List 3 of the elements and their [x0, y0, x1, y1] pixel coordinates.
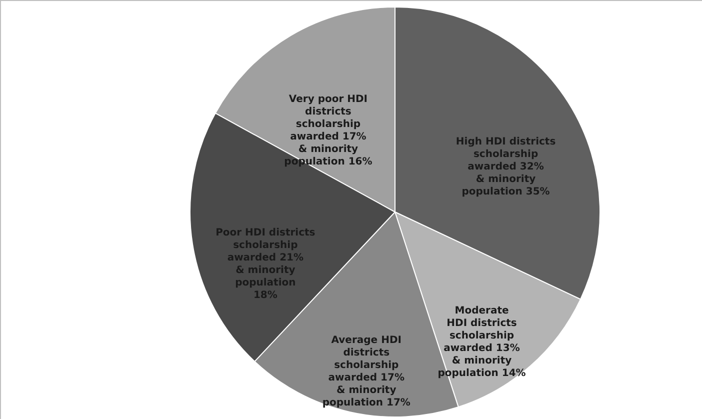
slice-label: Moderate HDI districts scholarship awarded 13% & minority population 14%	[438, 305, 526, 379]
slice-label: Average HDI districts scholarship awarded 17% & minority population 17%	[322, 335, 410, 409]
slice-label: High HDI districts scholarship awarded 32% & minority population 35%	[456, 136, 556, 198]
